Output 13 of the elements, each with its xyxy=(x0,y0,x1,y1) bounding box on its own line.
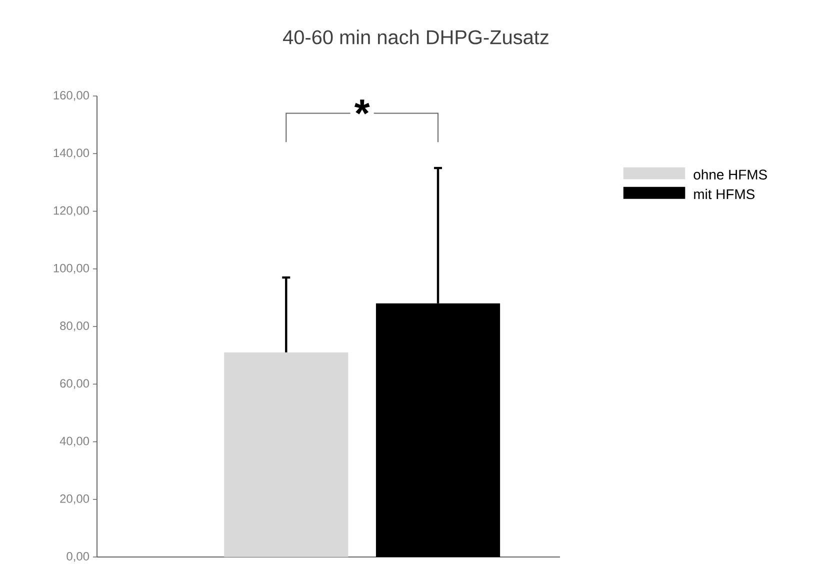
y-tick-label: 80,00 xyxy=(60,322,90,332)
chart-title: 40-60 min nach DHPG-Zusatz xyxy=(283,30,548,44)
y-tick-label: 40,00 xyxy=(60,436,90,447)
y-tick-label: 20,00 xyxy=(60,494,90,504)
y-tick-label: 0,00 xyxy=(66,552,90,562)
annotation: * xyxy=(354,100,370,114)
legend-label: ohne HFMS xyxy=(694,169,767,180)
y-tick-label: 60,00 xyxy=(60,379,90,390)
legend-label: mit HFMS xyxy=(694,188,754,200)
y-tick-label: 120,00 xyxy=(54,206,90,216)
y-tick-label: 100,00 xyxy=(54,264,90,274)
y-tick-label: 160,00 xyxy=(54,91,90,101)
y-tick-label: 140,00 xyxy=(54,148,90,159)
